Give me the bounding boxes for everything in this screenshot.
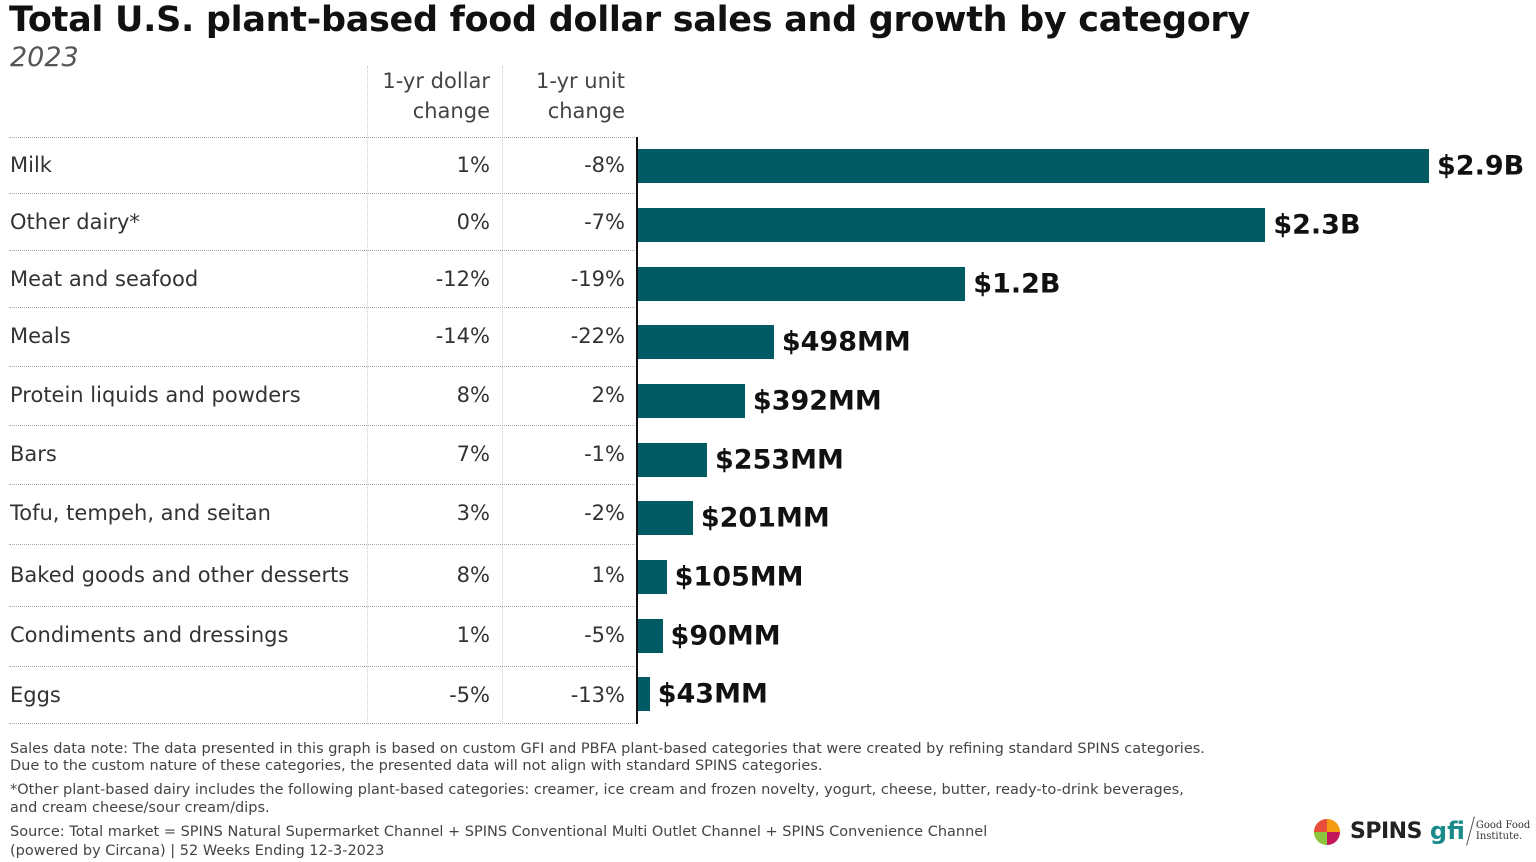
chart-title: Total U.S. plant-based food dollar sales… <box>9 0 1250 40</box>
bar <box>638 267 966 301</box>
chart-subtitle: 2023 <box>10 42 79 73</box>
bar <box>638 677 650 711</box>
bar-value-label: $90MM <box>670 620 781 652</box>
header-line: 1-yr unit <box>536 69 625 93</box>
unit-change-value: -5% <box>584 623 625 647</box>
bar-value-label: $1.2B <box>973 268 1061 300</box>
dollar-change-value: 8% <box>456 563 490 587</box>
row-divider <box>9 137 635 138</box>
bar <box>638 208 1266 242</box>
dollar-change-value: -5% <box>449 683 490 707</box>
footnote: Sales data note: The data presented in t… <box>10 741 1205 757</box>
dollar-change-value: 1% <box>456 623 490 647</box>
header-line: change <box>412 99 490 123</box>
category-label: Bars <box>10 442 57 466</box>
bar <box>638 560 667 594</box>
bar-value-label: $43MM <box>657 678 768 710</box>
dollar-change-value: 3% <box>456 501 490 525</box>
unit-change-value: -2% <box>584 501 625 525</box>
dollar-change-value: 7% <box>456 442 490 466</box>
footnote: *Other plant-based dairy includes the fo… <box>10 782 1184 798</box>
source-note: Source: Total market = SPINS Natural Sup… <box>10 824 988 840</box>
unit-change-value: -19% <box>570 267 625 291</box>
row-divider <box>9 250 635 251</box>
unit-change-value: -7% <box>584 210 625 234</box>
unit-change-value: 2% <box>591 383 625 407</box>
row-divider <box>9 666 635 667</box>
gfi-name: Good Food Institute. <box>1476 820 1530 842</box>
row-divider <box>9 544 635 545</box>
bar-value-label: $2.3B <box>1273 209 1361 241</box>
footnote: and cream cheese/sour cream/dips. <box>10 800 270 816</box>
bar-value-label: $498MM <box>781 326 911 358</box>
dollar-change-header: 1-yr dollar change <box>360 66 490 126</box>
bar <box>638 443 707 477</box>
dollar-change-value: -12% <box>435 267 490 291</box>
column-divider <box>502 66 503 724</box>
row-divider <box>9 723 635 724</box>
unit-change-value: -1% <box>584 442 625 466</box>
category-label: Milk <box>10 153 52 177</box>
category-label: Meals <box>10 324 71 348</box>
category-label: Eggs <box>10 683 61 707</box>
bar-value-label: $201MM <box>700 502 830 534</box>
row-divider <box>9 606 635 607</box>
column-divider <box>367 66 368 724</box>
row-divider <box>9 425 635 426</box>
gfi-name-line: Good Food <box>1475 820 1531 831</box>
bar <box>638 501 693 535</box>
gfi-slash <box>1466 816 1475 846</box>
bar-value-label: $253MM <box>715 444 844 476</box>
unit-change-value: -8% <box>584 153 625 177</box>
category-label: Protein liquids and powders <box>10 383 301 407</box>
dollar-change-value: 1% <box>456 153 490 177</box>
category-label: Meat and seafood <box>10 267 199 291</box>
dollar-change-value: -14% <box>435 324 490 348</box>
unit-change-value: -13% <box>570 683 625 707</box>
header-line: 1-yr dollar <box>382 69 490 93</box>
category-label: Other dairy* <box>10 210 140 234</box>
logos: SPINS gfi Good Food Institute. <box>1312 812 1534 850</box>
bar <box>638 149 1429 183</box>
row-divider <box>9 193 635 194</box>
unit-change-value: -22% <box>570 324 625 348</box>
bar <box>638 619 663 653</box>
gfi-name-line: Institute. <box>1475 831 1523 842</box>
bar-value-label: $2.9B <box>1437 150 1525 182</box>
spins-logo: SPINS <box>1350 818 1422 844</box>
source-note: (powered by Circana) | 52 Weeks Ending 1… <box>10 843 385 859</box>
dollar-change-value: 0% <box>456 210 490 234</box>
unit-change-header: 1-yr unit change <box>495 66 625 126</box>
footnote: Due to the custom nature of these catego… <box>10 758 823 774</box>
row-divider <box>9 484 635 485</box>
row-divider <box>9 366 635 367</box>
spins-globe-icon <box>1314 819 1340 845</box>
unit-change-value: 1% <box>591 563 625 587</box>
bar-value-label: $105MM <box>674 561 804 593</box>
header-line: change <box>547 99 625 123</box>
gfi-logo: gfi <box>1429 817 1465 845</box>
category-label: Tofu, tempeh, and seitan <box>10 501 271 525</box>
category-label: Condiments and dressings <box>10 623 289 647</box>
row-divider <box>9 307 635 308</box>
bar <box>638 384 745 418</box>
category-label: Baked goods and other desserts <box>10 563 350 587</box>
dollar-change-value: 8% <box>456 383 490 407</box>
y-axis-line <box>636 137 638 724</box>
bar <box>638 325 774 359</box>
bar-value-label: $392MM <box>752 385 882 417</box>
